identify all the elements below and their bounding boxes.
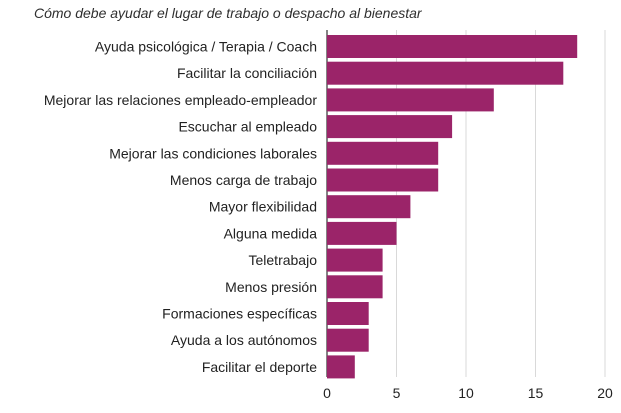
- bar: [327, 88, 494, 112]
- category-label: Facilitar la conciliación: [177, 65, 317, 81]
- bar: [327, 115, 453, 139]
- bar: [327, 221, 397, 245]
- category-label: Mejorar las relaciones empleado-empleado…: [44, 92, 317, 108]
- category-label: Facilitar el deporte: [202, 359, 317, 375]
- x-tick-label: 15: [528, 385, 544, 401]
- bar: [327, 35, 578, 58]
- bar: [327, 61, 564, 85]
- category-label: Ayuda psicológica / Terapia / Coach: [95, 39, 317, 55]
- chart-title: Cómo debe ayudar el lugar de trabajo o d…: [34, 5, 422, 21]
- category-label: Escuchar al empleado: [178, 119, 317, 135]
- bar: [327, 248, 383, 272]
- category-label: Ayuda a los autónomos: [171, 332, 317, 348]
- category-label: Menos carga de trabajo: [170, 172, 317, 188]
- bar: [327, 141, 439, 165]
- category-label: Alguna medida: [224, 225, 318, 241]
- category-label: Menos presión: [225, 279, 317, 295]
- bar: [327, 195, 411, 219]
- category-label: Mejorar las condiciones laborales: [109, 145, 317, 161]
- bar-layer: [327, 35, 578, 379]
- x-tick-label: 20: [597, 385, 613, 401]
- x-tick-label: 5: [393, 385, 401, 401]
- x-tick-label: 10: [458, 385, 474, 401]
- category-label-layer: Ayuda psicológica / Terapia / Coach Facil…: [44, 39, 317, 375]
- bar: [327, 275, 383, 299]
- bar: [327, 355, 355, 379]
- bar: [327, 328, 369, 352]
- category-label: Mayor flexibilidad: [209, 199, 317, 215]
- bar: [327, 168, 439, 192]
- x-tick-layer: 0 5 10 15 20: [323, 385, 613, 401]
- category-label: Teletrabajo: [249, 252, 318, 268]
- category-label: Formaciones específicas: [162, 306, 317, 322]
- x-tick-label: 0: [323, 385, 331, 401]
- bar: [327, 302, 369, 325]
